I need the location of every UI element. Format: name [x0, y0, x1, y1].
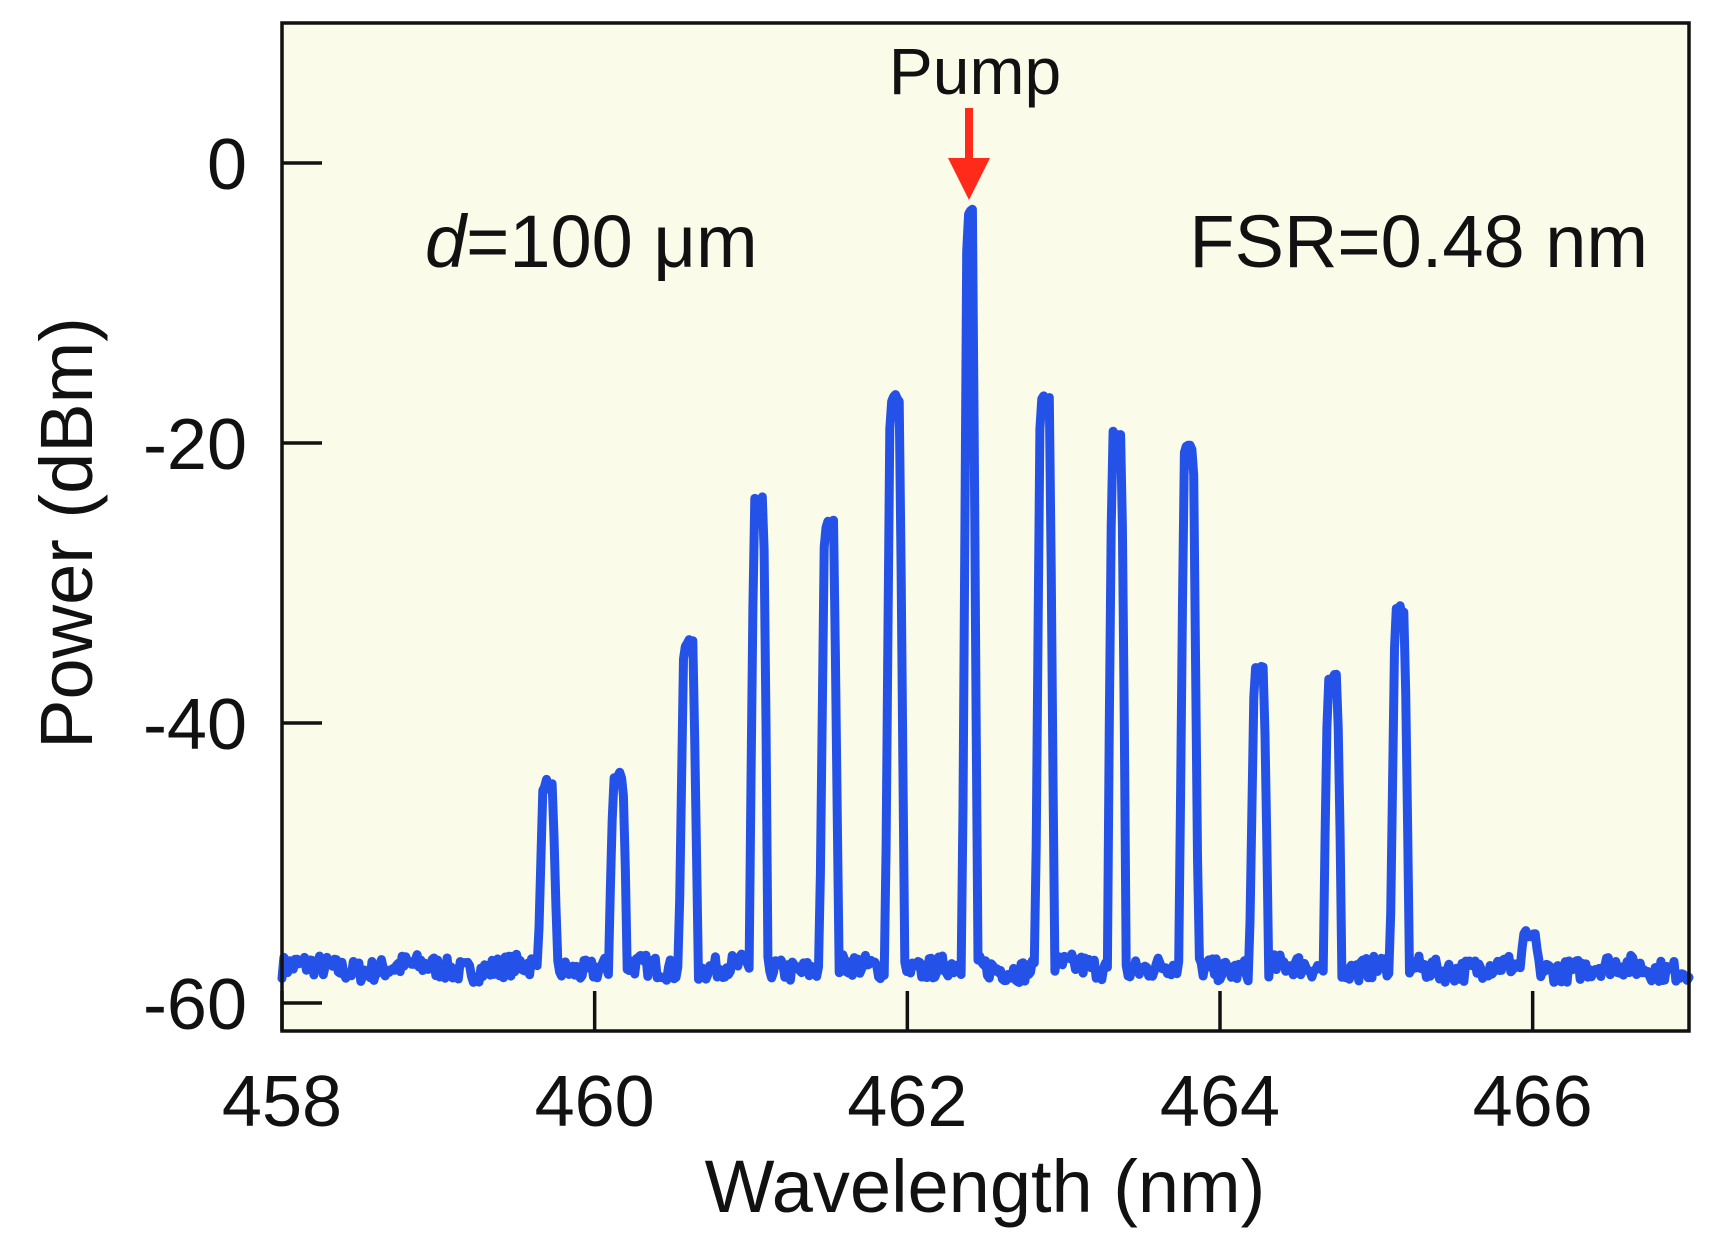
thickness-value: =100 μm [466, 200, 758, 283]
fsr-annotation: FSR=0.48 nm [1189, 200, 1648, 283]
y-tick-label-0: 0 [207, 125, 247, 205]
pump-arrow-head [948, 158, 990, 200]
x-tick-label-458: 458 [222, 1062, 342, 1142]
thickness-annotation: d=100 μm [425, 200, 758, 283]
x-tick-label-462: 462 [847, 1062, 967, 1142]
x-tick-label-464: 464 [1160, 1062, 1280, 1142]
y-tick-label--60: -60 [143, 965, 247, 1045]
pump-label: Pump [889, 34, 1061, 108]
y-tick-label--40: -40 [143, 685, 247, 765]
x-axis-title: Wavelength (nm) [705, 1145, 1266, 1228]
plot-background [282, 23, 1689, 1031]
plot-frame [280, 21, 1691, 1033]
y-axis-title: Power (dBm) [25, 317, 108, 749]
thickness-symbol: d [425, 200, 469, 283]
y-tick-label--20: -20 [143, 405, 247, 485]
pump-arrow [948, 108, 990, 200]
x-tick-label-460: 460 [535, 1062, 655, 1142]
spectrum-line [277, 204, 1694, 987]
ticks-layer: 458 460 462 464 466 0 -20 -40 -60 [143, 125, 1593, 1142]
x-tick-label-466: 466 [1473, 1062, 1593, 1142]
